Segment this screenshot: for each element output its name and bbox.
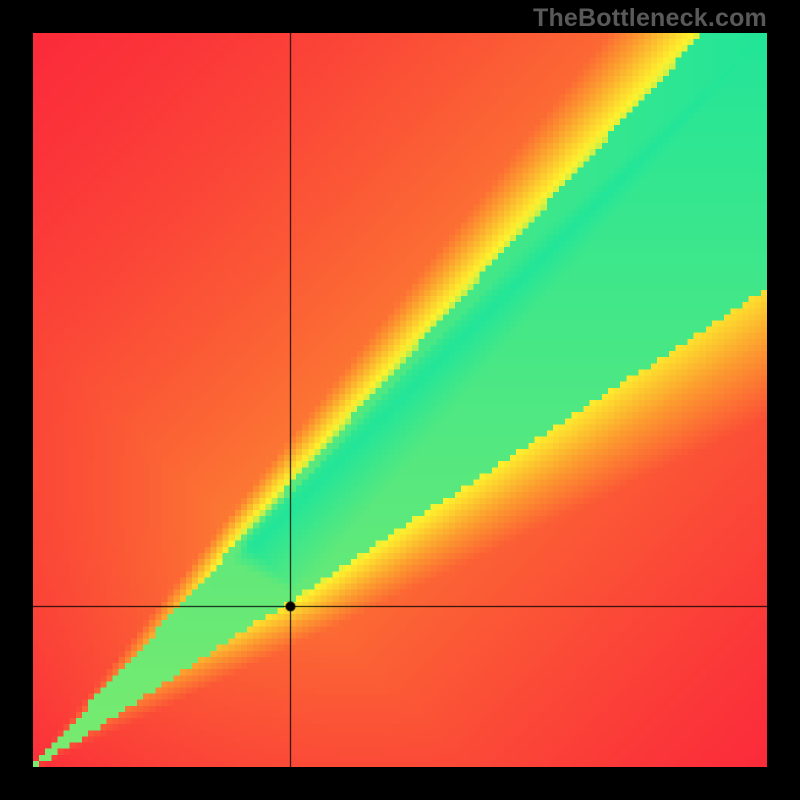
chart-frame <box>33 33 767 767</box>
crosshair-overlay <box>33 33 767 767</box>
watermark-text: TheBottleneck.com <box>533 4 767 33</box>
